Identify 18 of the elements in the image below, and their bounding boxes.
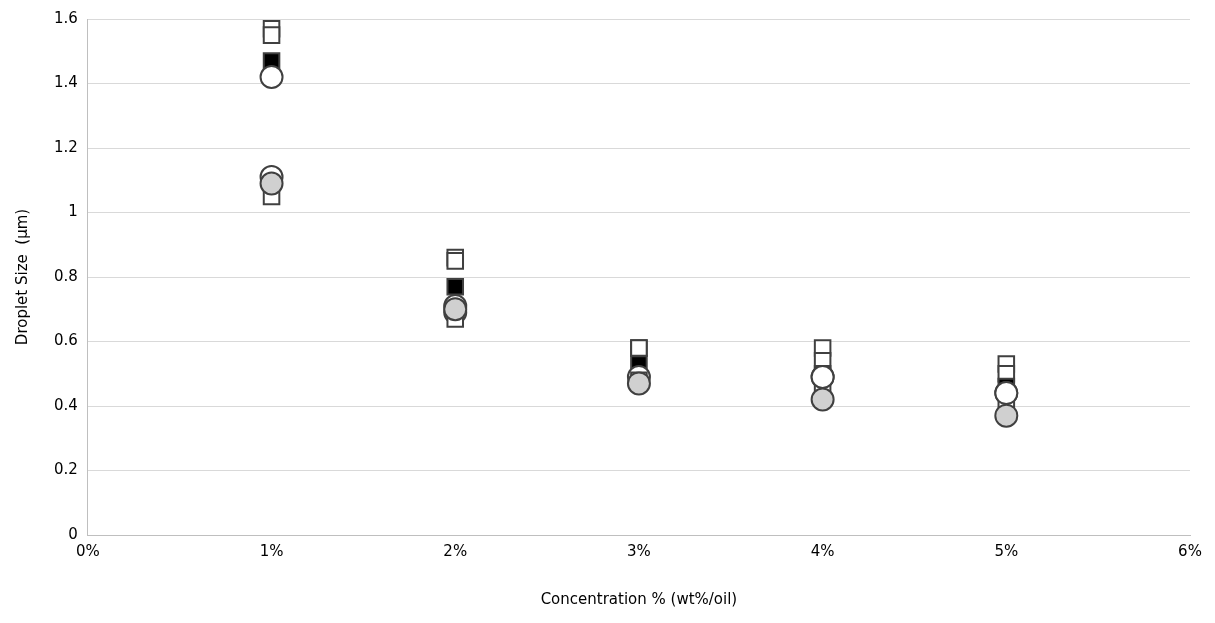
y-tick-label: 0.4: [54, 395, 78, 414]
x-tick-label: 6%: [1178, 541, 1202, 560]
y-tick-label: 0: [68, 524, 78, 543]
y-tick-label: 1.6: [54, 8, 78, 27]
y-tick-label: 0.2: [54, 460, 78, 479]
y-tick-label: 1.4: [54, 73, 78, 92]
y-tick-label: 0.8: [54, 266, 78, 285]
y-axis-title: Droplet Size (µm): [12, 208, 31, 346]
x-tick-label: 5%: [994, 541, 1019, 560]
y-tick-label: 0.6: [54, 331, 78, 350]
x-axis-title: Concentration % (wt%/oil): [540, 589, 738, 608]
y-tick-label: 1.2: [54, 137, 78, 156]
y-tick-label: 1: [68, 202, 78, 221]
x-tick-label: 0%: [75, 541, 100, 560]
x-tick-label: 3%: [627, 541, 651, 560]
x-tick-label: 2%: [443, 541, 468, 560]
x-tick-label: 1%: [259, 541, 284, 560]
x-tick-label: 4%: [810, 541, 835, 560]
